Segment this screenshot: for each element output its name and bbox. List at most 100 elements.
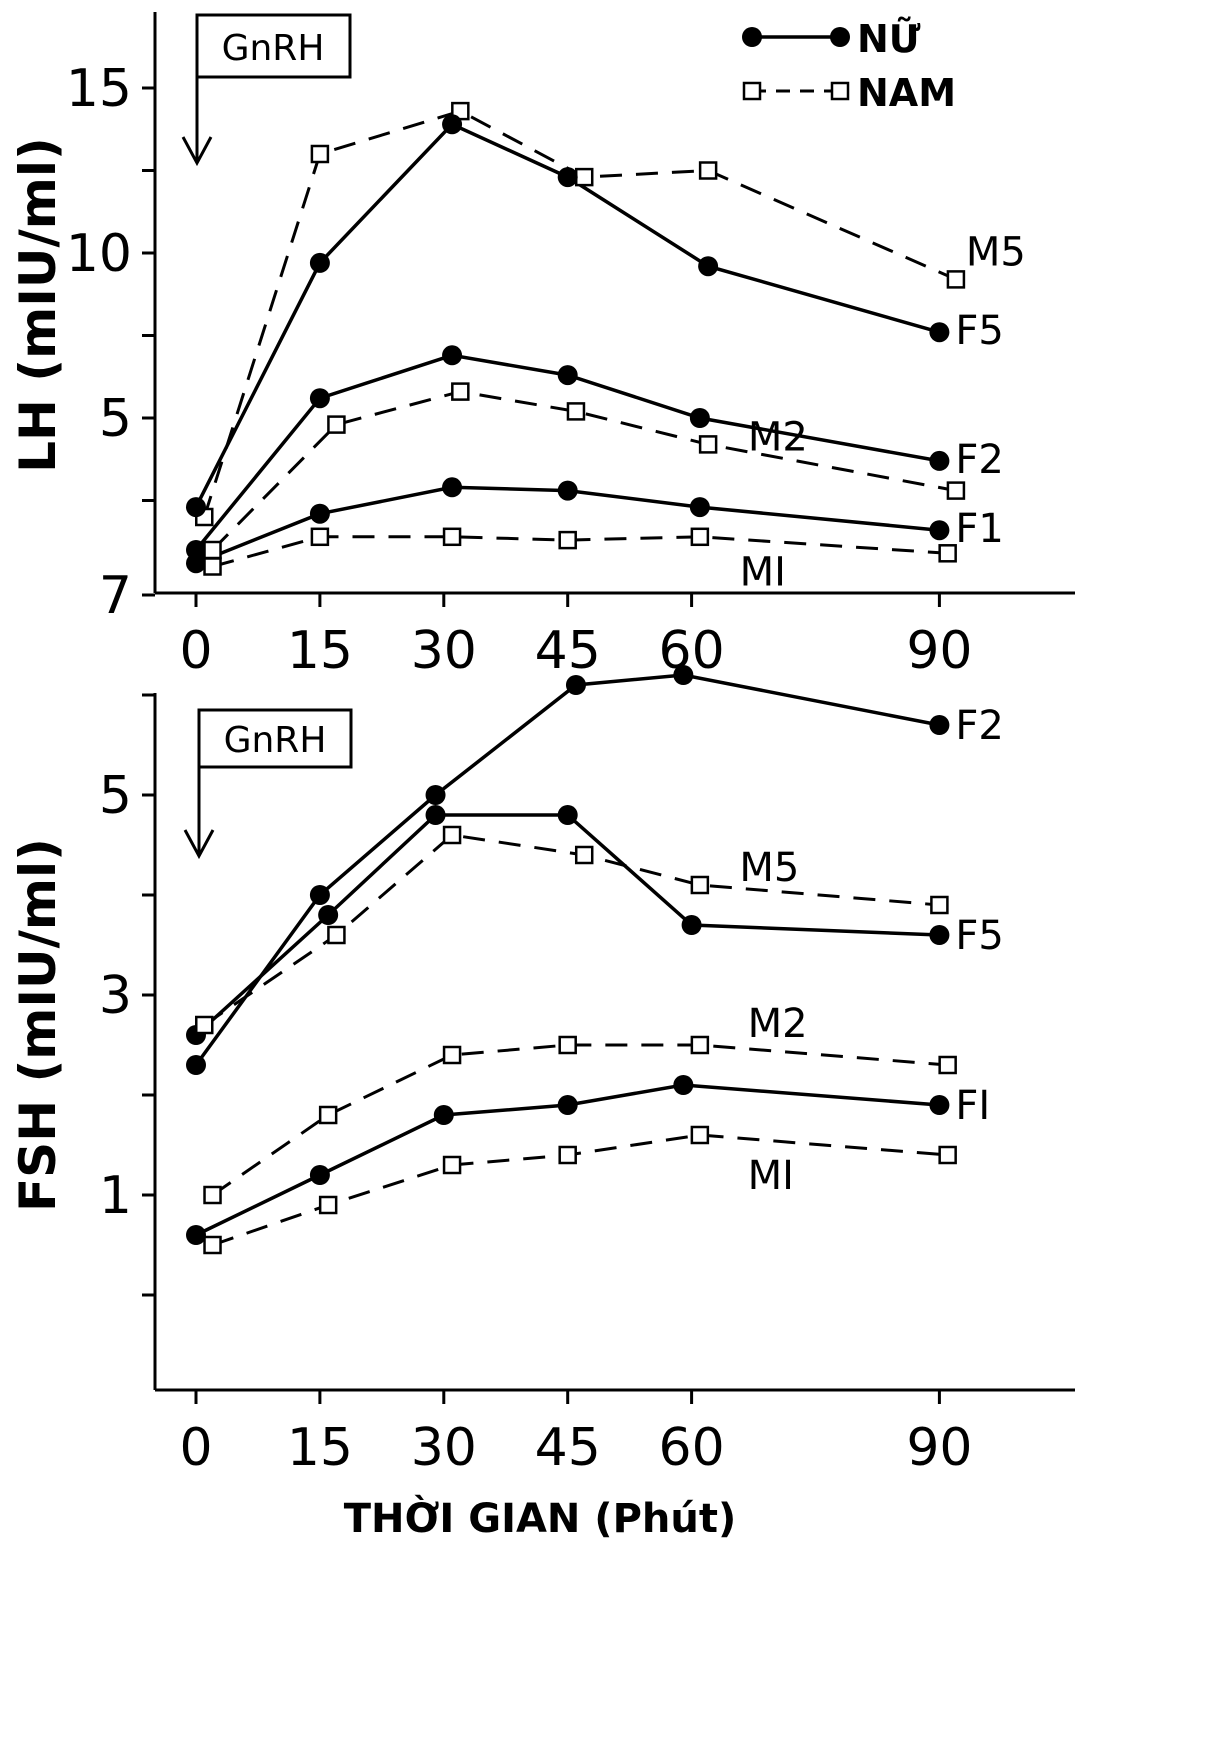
lh-point-f5 bbox=[929, 322, 950, 343]
lh-series-label-f1: F1 bbox=[955, 506, 1003, 552]
fsh-y-tick-label: 1 bbox=[99, 1166, 132, 1226]
fsh-series-markers bbox=[186, 665, 957, 1255]
lh-point-f1 bbox=[929, 520, 950, 541]
fsh-series-line-f2 bbox=[194, 673, 940, 1067]
fsh-point-mi bbox=[690, 1125, 710, 1145]
legend-male-marker-left bbox=[742, 81, 762, 101]
fsh-gnrh-box bbox=[197, 708, 353, 769]
fsh-x-tick-label: 60 bbox=[659, 1418, 725, 1478]
lh-y-tick-label: 5 bbox=[99, 389, 132, 449]
lh-series-line-mi bbox=[212, 535, 948, 568]
fsh-point-f2 bbox=[186, 1055, 206, 1075]
fsh-series-label-f2: F2 bbox=[955, 703, 1003, 749]
lh-point-f5 bbox=[309, 252, 330, 273]
fsh-point-f5 bbox=[557, 805, 578, 825]
fsh-gnrh-arrow-head bbox=[183, 829, 215, 860]
lh-point-m2 bbox=[698, 435, 718, 454]
lh-point-f2 bbox=[442, 345, 463, 366]
fsh-x-tick-label: 30 bbox=[411, 1418, 477, 1478]
fsh-series-label-m2: M2 bbox=[748, 1001, 808, 1047]
fsh-point-m5 bbox=[327, 925, 346, 945]
lh-y-tick-label: 15 bbox=[66, 59, 132, 119]
fsh-point-m5 bbox=[442, 825, 462, 845]
fsh-point-f2 bbox=[565, 675, 586, 695]
fsh-x-axis-title: THỜI GIAN (Phút) bbox=[344, 1494, 737, 1542]
lh-point-f2 bbox=[929, 450, 950, 471]
fsh-series-label-mi: MI bbox=[748, 1153, 794, 1199]
legend-male-label: NAM bbox=[857, 71, 956, 115]
fsh-point-m2 bbox=[318, 1105, 338, 1125]
fsh-series-label-fi: FI bbox=[955, 1083, 990, 1129]
fsh-x-tick-label: 0 bbox=[179, 1418, 212, 1478]
fsh-point-f2 bbox=[425, 785, 446, 805]
fsh-series-label-m5: M5 bbox=[739, 845, 799, 891]
lh-point-m2 bbox=[566, 402, 586, 421]
fsh-y-tick-label: 7 bbox=[99, 566, 132, 626]
lh-point-f1 bbox=[689, 497, 710, 518]
fsh-point-mi bbox=[442, 1155, 462, 1175]
fsh-point-f5 bbox=[425, 805, 446, 825]
lh-point-mi bbox=[558, 530, 577, 550]
lh-gnrh-arrow-head bbox=[181, 136, 213, 167]
lh-point-m2 bbox=[946, 481, 966, 500]
lh-point-mi bbox=[442, 527, 462, 547]
lh-series-line-f5 bbox=[194, 122, 940, 508]
legend: NỮ NAM bbox=[742, 17, 956, 115]
legend-male-marker-right bbox=[830, 81, 850, 101]
fsh-point-f5 bbox=[318, 905, 339, 925]
lh-x-tick-label: 30 bbox=[411, 621, 477, 681]
fsh-point-m2 bbox=[442, 1045, 462, 1065]
lh-point-f5 bbox=[186, 497, 206, 518]
fsh-point-mi bbox=[318, 1195, 338, 1215]
lh-y-tick-label: 10 bbox=[66, 224, 132, 284]
fsh-point-m5 bbox=[195, 1015, 214, 1035]
fsh-y-tick-label: 5 bbox=[99, 766, 132, 826]
lh-point-m2 bbox=[203, 540, 222, 560]
lh-series-markers bbox=[186, 101, 966, 576]
fsh-point-mi bbox=[938, 1145, 957, 1165]
lh-series-line-m5 bbox=[202, 109, 957, 518]
fsh-point-m5 bbox=[574, 845, 594, 865]
lh-point-m5 bbox=[946, 270, 966, 289]
fsh-point-fi bbox=[186, 1225, 206, 1245]
fsh-point-m5 bbox=[930, 895, 949, 915]
lh-point-f2 bbox=[309, 388, 330, 409]
fsh-point-fi bbox=[929, 1095, 950, 1115]
fsh-series-line-m5 bbox=[203, 833, 940, 1027]
lh-point-f1 bbox=[557, 480, 578, 501]
lh-point-m5 bbox=[310, 144, 330, 164]
lh-series-label-f5: F5 bbox=[955, 308, 1003, 354]
fsh-point-mi bbox=[558, 1145, 577, 1165]
lh-point-f5 bbox=[557, 167, 578, 188]
fsh-point-m2 bbox=[558, 1035, 577, 1055]
lh-series-label-f2: F2 bbox=[955, 437, 1003, 483]
lh-x-tick-label: 0 bbox=[179, 621, 212, 681]
lh-point-m5 bbox=[574, 167, 594, 187]
fsh-y-tick-label: 3 bbox=[99, 966, 132, 1026]
lh-x-tick-label: 15 bbox=[287, 621, 353, 681]
fsh-x-tick-label: 45 bbox=[535, 1418, 601, 1478]
lh-point-f2 bbox=[689, 408, 710, 428]
lh-point-m2 bbox=[451, 382, 470, 401]
legend-female-marker-left bbox=[742, 27, 762, 47]
fsh-axis-ticks: 0 15 30 45 60 90 1 3 5 7 bbox=[99, 566, 973, 1478]
lh-point-f2 bbox=[557, 365, 578, 386]
fsh-point-m5 bbox=[690, 875, 710, 895]
lh-point-mi bbox=[690, 527, 710, 547]
fsh-series-line-f5 bbox=[194, 813, 940, 1037]
lh-series-label-mi: MI bbox=[740, 549, 786, 595]
fsh-series-lines bbox=[194, 673, 948, 1247]
fsh-point-f2 bbox=[929, 715, 950, 735]
fsh-chart: FSH (mIU/ml) THỜI GIAN (Phút) GnRH 0 15 30… bbox=[9, 566, 1075, 1542]
lh-series-label-m5: M5 bbox=[966, 229, 1026, 275]
lh-point-mi bbox=[203, 557, 222, 576]
fsh-gnrh-label: GnRH bbox=[224, 720, 327, 761]
fsh-point-m2 bbox=[203, 1185, 222, 1205]
lh-x-tick-label: 90 bbox=[906, 621, 972, 681]
lh-series-labels: M5 F5 F2 M2 F1 MI bbox=[740, 229, 1026, 595]
lh-y-axis-title: LH (mIU/ml) bbox=[9, 137, 67, 473]
fsh-point-mi bbox=[203, 1235, 222, 1255]
lh-point-mi bbox=[310, 527, 330, 547]
